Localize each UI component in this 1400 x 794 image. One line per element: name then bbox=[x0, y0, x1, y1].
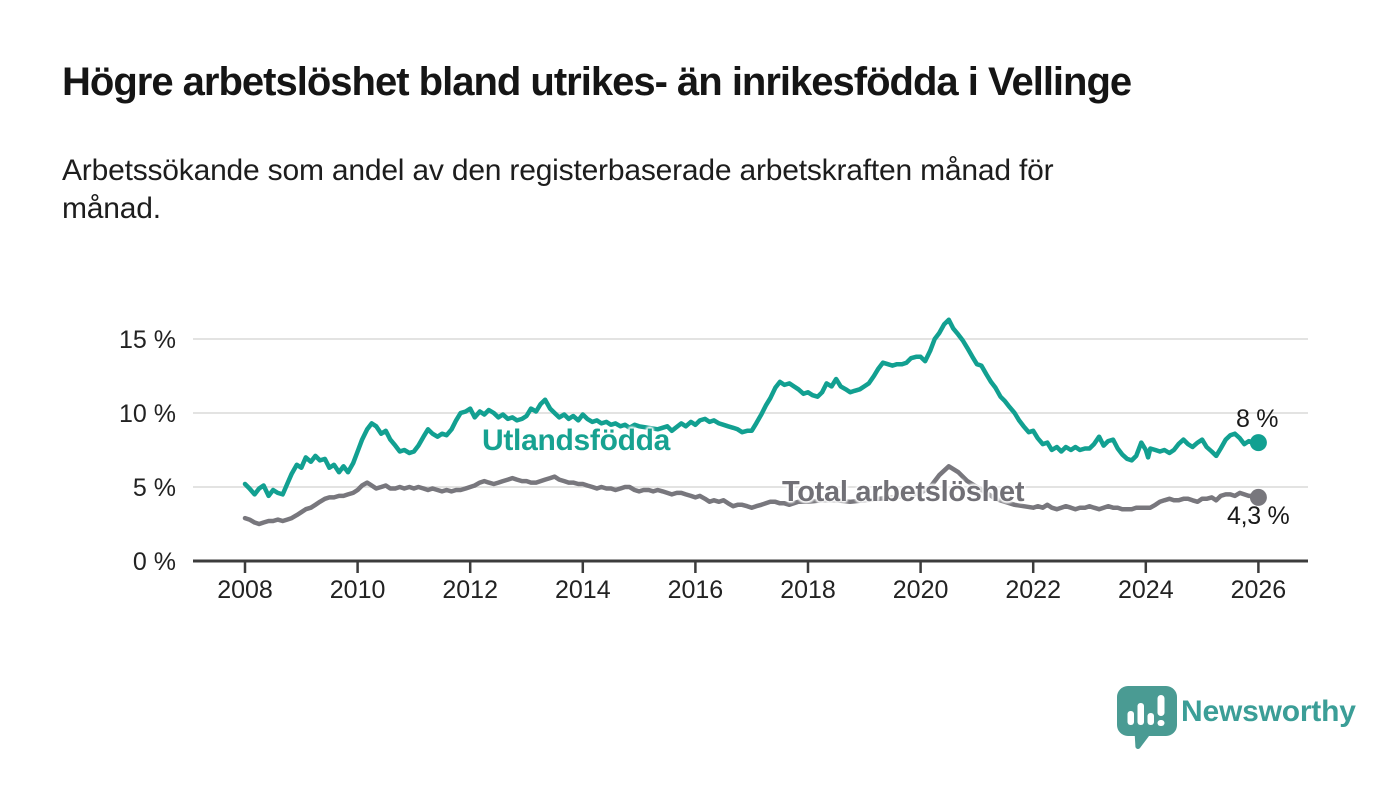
newsworthy-logo: Newsworthy bbox=[1115, 684, 1356, 749]
series-label-total-arbetsloshet: Total arbetslöshet bbox=[782, 476, 1025, 508]
x-axis-tick-label: 2016 bbox=[668, 576, 724, 604]
y-axis-tick-label: 0 % bbox=[133, 548, 176, 576]
brand-name: Newsworthy bbox=[1181, 695, 1356, 728]
x-axis-tick-label: 2026 bbox=[1231, 576, 1287, 604]
y-axis-tick-label: 15 % bbox=[119, 326, 176, 354]
x-axis-tick-label: 2018 bbox=[780, 576, 836, 604]
end-value-label-utlandsfodda: 8 % bbox=[1236, 405, 1279, 433]
chart-subtitle-line2: månad. bbox=[62, 192, 161, 225]
series-label-utlandsfodda: Utlandsfödda bbox=[482, 424, 671, 457]
series-line-utlandsfodda bbox=[242, 317, 1261, 499]
chart-subtitle-line1: Arbetssökande som andel av den registerb… bbox=[62, 154, 1054, 187]
x-axis-tick-label: 2010 bbox=[330, 576, 386, 604]
speech-bubble-bar-chart-icon bbox=[1117, 686, 1177, 749]
x-axis-tick-label: 2022 bbox=[1005, 576, 1061, 604]
x-axis-tick-label: 2020 bbox=[893, 576, 949, 604]
series-end-dot-utlandsfodda bbox=[1249, 434, 1267, 452]
y-axis-tick-label: 5 % bbox=[133, 474, 176, 502]
x-axis-tick-label: 2014 bbox=[555, 576, 611, 604]
series-end-dot-total-arbetsloshet bbox=[1249, 488, 1267, 506]
x-axis-tick-label: 2008 bbox=[217, 576, 273, 604]
y-axis-tick-label: 10 % bbox=[119, 400, 176, 428]
end-value-label-total: 4,3 % bbox=[1227, 502, 1290, 530]
page-title: Högre arbetslöshet bland utrikes- än inr… bbox=[62, 60, 1132, 104]
x-axis-tick-label: 2024 bbox=[1118, 576, 1174, 604]
x-axis-tick-label: 2012 bbox=[442, 576, 498, 604]
series-line-total-arbetsloshet bbox=[242, 464, 1261, 527]
chart-subtitle: Arbetssökande som andel av den registerb… bbox=[62, 152, 1262, 228]
